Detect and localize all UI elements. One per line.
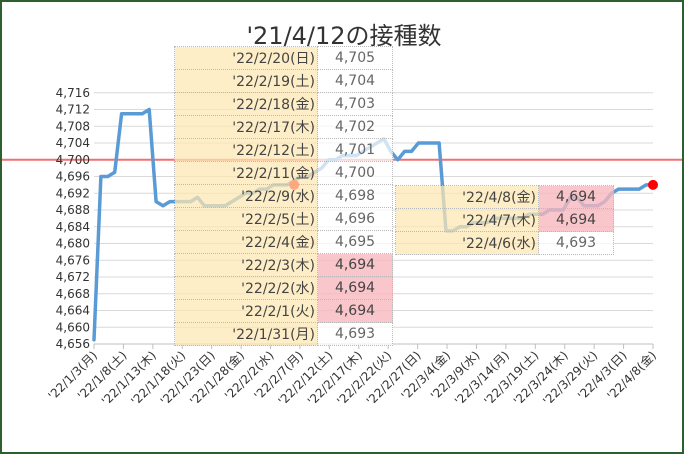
y-tick-label: 4,708 (56, 119, 90, 133)
data-point (92, 338, 96, 342)
data-point (410, 150, 413, 153)
highlight-marker (648, 179, 658, 190)
y-tick-label: 4,700 (56, 153, 90, 167)
callout-date: '22/2/19(土) (174, 69, 318, 93)
y-tick-label: 4,716 (56, 86, 90, 100)
y-tick-label: 4,692 (56, 186, 90, 200)
callout-row: '22/2/9(水) 4,698 (174, 184, 393, 208)
callout-date: '22/2/11(金) (174, 161, 318, 185)
y-tick-label: 4,684 (56, 220, 90, 234)
data-point (127, 112, 130, 115)
callout-date: '22/4/7(木) (395, 208, 539, 232)
y-tick-label: 4,660 (56, 320, 90, 334)
callout-value: 4,698 (317, 184, 393, 208)
data-point (141, 112, 144, 115)
y-tick-label: 4,704 (56, 136, 90, 150)
data-point (437, 141, 441, 145)
y-tick-label: 4,696 (56, 170, 90, 184)
data-point (430, 141, 434, 145)
callout-row: '22/2/17(木) 4,702 (174, 115, 393, 139)
callout-row: '22/4/8(金) 4,694 (395, 185, 614, 209)
callout-row: '22/2/11(金) 4,700 (174, 161, 393, 185)
callout-date: '22/2/2(水) (174, 276, 318, 300)
callout-row: '22/2/1(火) 4,694 (174, 299, 393, 323)
callout-date: '22/2/4(金) (174, 230, 318, 254)
callout-value: 4,700 (317, 161, 393, 185)
callout-date: '22/2/20(日) (174, 46, 318, 70)
callout-value: 4,694 (317, 253, 393, 277)
callout-date: '22/2/5(土) (174, 207, 318, 231)
data-point (403, 150, 406, 153)
y-tick-label: 4,688 (56, 203, 90, 217)
callout-date: '22/2/17(木) (174, 115, 318, 139)
callout-row: '22/2/5(土) 4,696 (174, 207, 393, 231)
data-point (106, 175, 110, 178)
callout-date: '22/2/1(火) (174, 299, 318, 323)
callout-value: 4,704 (317, 69, 393, 93)
data-point (637, 187, 641, 191)
data-point (624, 187, 627, 191)
y-tick-label: 4,680 (56, 237, 90, 251)
callout-value: 4,702 (317, 115, 393, 139)
data-point (148, 108, 151, 111)
y-tick-label: 4,676 (56, 253, 90, 267)
callout-date: '22/1/31(月) (174, 322, 318, 346)
callout-date: '22/4/8(金) (395, 185, 539, 209)
callout-date: '22/2/18(金) (174, 92, 318, 116)
data-point (113, 171, 116, 174)
data-point (617, 187, 620, 191)
data-point (631, 187, 634, 191)
data-point (644, 183, 648, 187)
callout-row: '22/1/31(月) 4,693 (174, 322, 393, 346)
data-point (161, 204, 165, 208)
y-tick-label: 4,656 (56, 337, 90, 351)
y-tick-label: 4,668 (56, 287, 90, 301)
callout-value: 4,695 (317, 230, 393, 254)
callout-row: '22/2/4(金) 4,695 (174, 230, 393, 254)
callout-value: 4,693 (538, 231, 614, 255)
callout-row: '22/2/18(金) 4,703 (174, 92, 393, 116)
callout-row: '22/2/2(水) 4,694 (174, 276, 393, 300)
callout-value: 4,694 (538, 208, 614, 232)
callout-date: '22/2/9(水) (174, 184, 318, 208)
y-tick-label: 4,672 (56, 270, 90, 284)
callout-value: 4,701 (317, 138, 393, 162)
callout-value: 4,693 (317, 322, 393, 346)
callout-date: '22/4/6(水) (395, 231, 539, 255)
callout-row: '22/4/6(水) 4,693 (395, 231, 614, 255)
callout-value: 4,696 (317, 207, 393, 231)
callout-value: 4,694 (317, 276, 393, 300)
callout-date: '22/2/3(木) (174, 253, 318, 277)
chart-title: '21/4/12の接種数 (246, 22, 442, 50)
callout-value: 4,705 (317, 46, 393, 70)
data-point (168, 200, 172, 203)
data-point (99, 175, 103, 178)
callout-date: '22/2/12(土) (174, 138, 318, 162)
callout-row: '22/2/3(木) 4,694 (174, 253, 393, 277)
callout-table-february: '22/2/20(日) 4,705'22/2/19(土) 4,704'22/2/18… (174, 46, 393, 346)
callout-row: '22/2/12(土) 4,701 (174, 138, 393, 162)
data-point (154, 200, 158, 203)
data-point (417, 141, 420, 145)
callout-table-april: '22/4/8(金) 4,694'22/4/7(木) 4,694'22/4/6(水)… (395, 185, 614, 255)
data-point (396, 158, 399, 161)
callout-row: '22/4/7(木) 4,694 (395, 208, 614, 232)
y-tick-label: 4,712 (56, 103, 90, 117)
data-point (424, 141, 427, 145)
callout-row: '22/2/20(日) 4,705 (174, 46, 393, 70)
data-point (134, 112, 137, 115)
callout-value: 4,694 (538, 185, 614, 209)
y-tick-label: 4,664 (56, 304, 90, 318)
callout-value: 4,694 (317, 299, 393, 323)
callout-value: 4,703 (317, 92, 393, 116)
callout-row: '22/2/19(土) 4,704 (174, 69, 393, 93)
data-point (120, 112, 123, 115)
